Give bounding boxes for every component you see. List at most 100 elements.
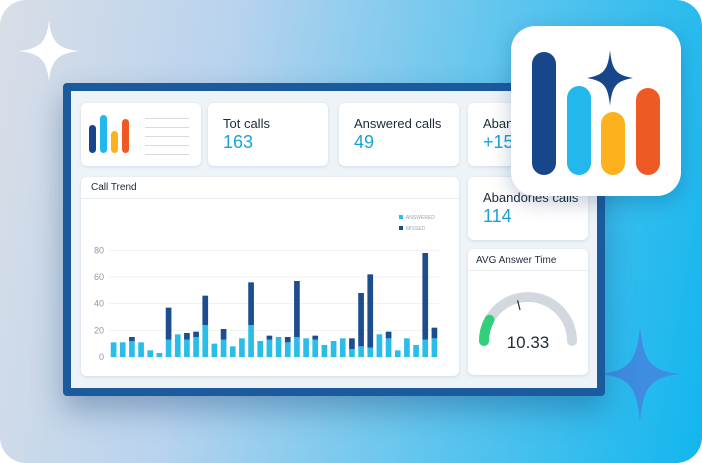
bar-answered [413, 345, 419, 357]
bar-answered [312, 339, 319, 357]
bar-answered [202, 325, 209, 357]
logo-card [81, 103, 201, 166]
placeholder-line [145, 118, 189, 119]
bar-answered [229, 346, 236, 357]
bar-answered [129, 341, 135, 357]
placeholder-line [145, 127, 189, 128]
app-logo-bar [567, 86, 591, 175]
bar-missed [284, 337, 291, 343]
stat-card-answered-calls: Answered calls 49 [339, 103, 459, 166]
bar-missed [431, 327, 438, 339]
gauge-needle [516, 300, 521, 311]
bar-answered [376, 334, 383, 357]
stat-value: 163 [223, 132, 254, 152]
call-trend-panel: Call Trend 0 20 40 60 80 ANSWERED MISSED [81, 177, 459, 376]
logo-bar [122, 119, 129, 153]
stat-title: Tot calls [223, 116, 270, 131]
bar-answered [431, 338, 438, 357]
bar-answered [349, 349, 355, 357]
stat-value: 114 [483, 206, 512, 226]
bar-answered [248, 325, 254, 357]
bar-missed [129, 337, 135, 341]
dashboard-screen: Tot calls 163 Answered calls 49 Aban +15… [71, 91, 597, 388]
four-point-sparkle-icon [18, 20, 80, 82]
four-point-sparkle-icon [600, 326, 680, 422]
bar-missed [367, 274, 374, 348]
bar-answered [358, 346, 364, 357]
bar-answered [156, 353, 163, 357]
bar-answered [184, 339, 190, 357]
bar-answered [275, 337, 282, 357]
bar-answered [385, 338, 392, 357]
gauge-value: 10.33 [506, 333, 550, 352]
bar-answered [220, 339, 227, 357]
bar-missed [358, 293, 364, 347]
bar-answered [422, 339, 429, 357]
bar-answered [266, 339, 273, 357]
legend-label: ANSWERED [406, 215, 435, 221]
bar-answered [394, 350, 401, 357]
four-point-star-icon [587, 50, 633, 106]
bar-missed [385, 331, 392, 339]
panel-divider [81, 198, 459, 199]
bar-missed [248, 282, 254, 325]
bar-missed [202, 295, 209, 325]
bar-answered [367, 347, 374, 357]
app-logo-icon [511, 26, 681, 196]
y-tick-label: 60 [94, 272, 104, 282]
call-trend-chart: 0 20 40 60 80 ANSWERED MISSED [94, 215, 439, 362]
legend-label: MISSED [406, 226, 426, 232]
y-tick-label: 80 [94, 245, 104, 255]
legend-swatch [399, 226, 403, 230]
bar-answered [303, 338, 309, 357]
logo-bar [100, 115, 107, 153]
stat-title: Answered calls [354, 116, 442, 131]
bar-answered [174, 334, 181, 357]
logo-bar [111, 131, 118, 153]
bar-missed [184, 333, 190, 340]
bar-answered [110, 342, 117, 357]
bar-missed [266, 335, 273, 340]
y-tick-label: 0 [99, 352, 104, 362]
bar-missed [220, 329, 227, 340]
bar-answered [321, 345, 328, 357]
logo-bar [89, 125, 96, 153]
bar-answered [404, 338, 410, 357]
bar-answered [330, 341, 337, 357]
app-logo-bar [601, 112, 625, 175]
bar-answered [239, 338, 245, 357]
bar-missed [193, 331, 199, 337]
stat-value: 49 [354, 132, 375, 152]
bar-missed [349, 338, 355, 349]
stat-title: Aban [483, 116, 514, 131]
bar-missed [165, 307, 172, 340]
bar-answered [284, 342, 291, 357]
bar-answered [294, 337, 300, 357]
app-logo-bar [532, 52, 556, 175]
app-logo-bar [636, 88, 660, 175]
placeholder-line [145, 145, 189, 146]
gauge [479, 292, 577, 346]
bar-answered [211, 343, 218, 357]
bar-answered [339, 338, 346, 357]
panel-divider [468, 270, 588, 271]
y-tick-label: 20 [94, 325, 104, 335]
bar-answered [193, 337, 199, 357]
panel-title: AVG Answer Time [476, 255, 557, 266]
bar-answered [119, 342, 126, 357]
bar-missed [422, 253, 429, 340]
bar-missed [294, 281, 300, 337]
panel-title: Call Trend [91, 182, 137, 193]
bar-answered [138, 342, 144, 357]
legend-swatch [399, 215, 403, 219]
stat-value: +15 [483, 132, 514, 152]
placeholder-line [145, 136, 189, 137]
bar-missed [312, 335, 319, 340]
gauge-fill [479, 314, 495, 346]
y-tick-label: 40 [94, 299, 104, 309]
placeholder-line [145, 154, 189, 155]
bar-answered [147, 350, 154, 357]
bar-answered [257, 341, 264, 357]
bar-answered [165, 339, 172, 357]
